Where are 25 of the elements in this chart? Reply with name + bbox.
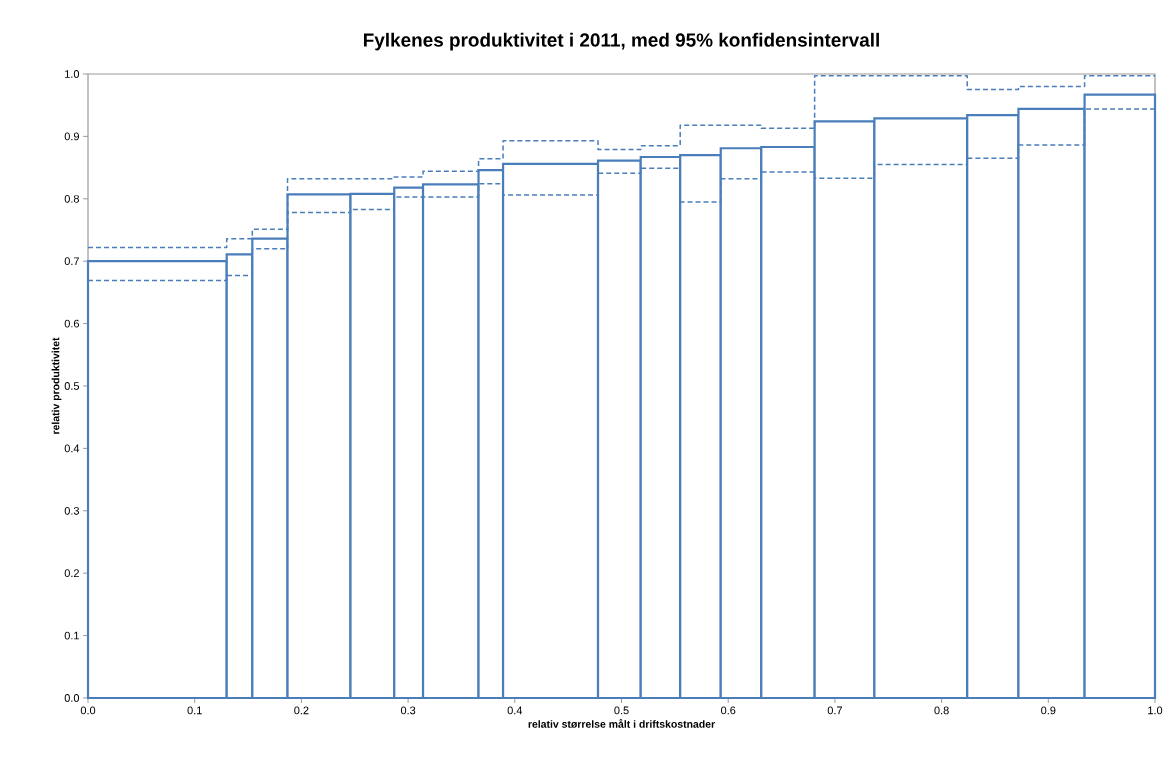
- chart-title: Fylkenes produktivitet i 2011, med 95% konfidensintervall: [363, 32, 879, 51]
- y-tick-label: 0.4: [64, 444, 80, 453]
- x-axis-title: relativ størrelse målt i driftskostnader: [528, 719, 715, 728]
- x-tick-label: 0.3: [400, 706, 416, 715]
- x-tick-label: 0.2: [294, 706, 309, 715]
- y-tick-label: 0.0: [64, 694, 80, 702]
- y-tick-label: 0.7: [64, 257, 79, 266]
- y-tick-label: 0.5: [64, 382, 80, 390]
- x-tick-label: 0.4: [507, 706, 523, 715]
- x-tick-label: 1.0: [1148, 706, 1163, 715]
- x-tick-label: 0.5: [614, 706, 629, 715]
- y-tick-label: 0.2: [64, 569, 79, 578]
- y-tick-label: 0.8: [64, 194, 79, 203]
- x-tick-label: 0.7: [827, 706, 842, 715]
- x-tick-label: 0.0: [80, 706, 96, 715]
- x-tick-label: 0.1: [187, 706, 202, 715]
- x-tick-label: 0.8: [934, 706, 949, 715]
- y-axis-title: relativ produktivitet: [51, 337, 62, 434]
- y-tick-label: 0.3: [64, 506, 79, 515]
- x-tick-label: 0.9: [1041, 706, 1056, 715]
- x-tick-label: 0.6: [721, 706, 736, 715]
- y-tick-label: 1.0: [65, 70, 80, 78]
- y-tick-label: 0.1: [64, 631, 79, 640]
- y-tick-label: 0.9: [64, 132, 79, 141]
- y-tick-label: 0.6: [64, 319, 79, 328]
